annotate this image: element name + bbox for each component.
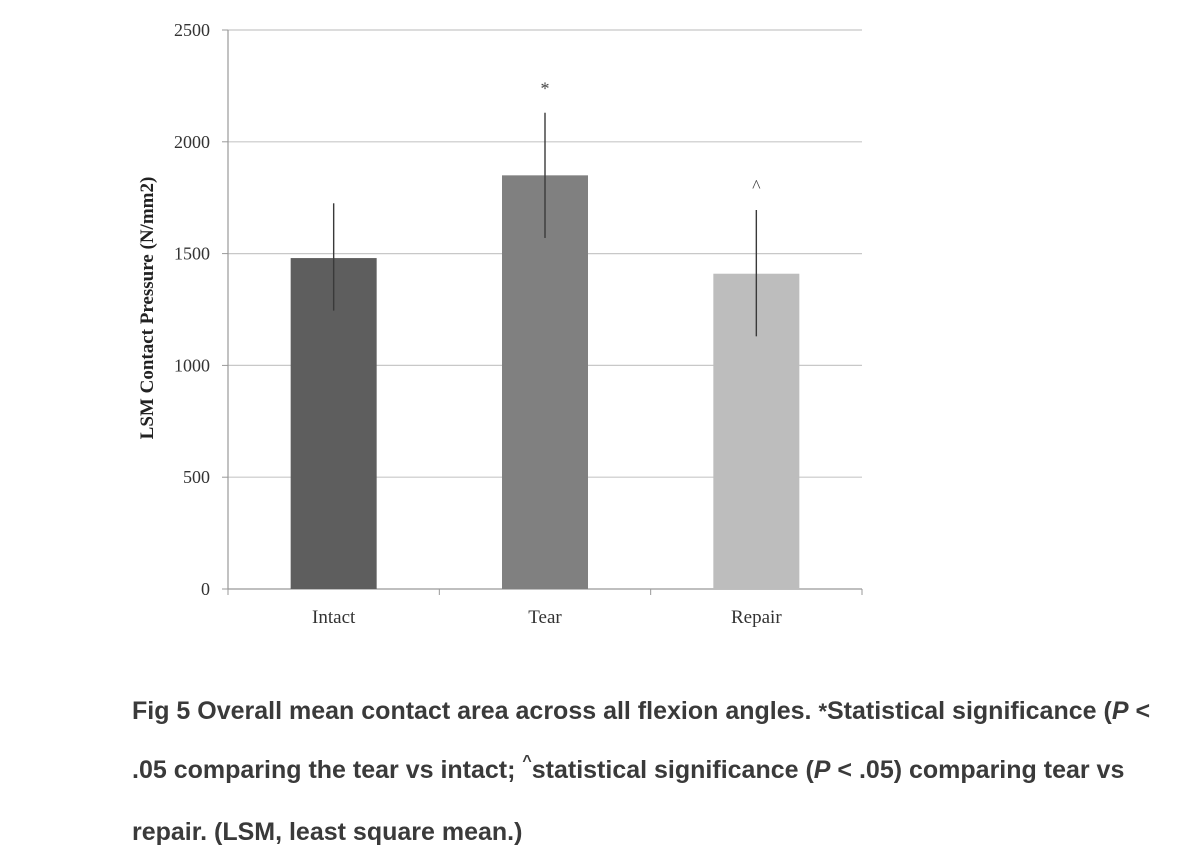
significance-markers: *^: [541, 79, 762, 196]
y-tick-label-2500: 2500: [174, 20, 210, 40]
y-tick-label-0: 0: [201, 579, 210, 599]
asterisk-symbol: *: [818, 699, 827, 724]
figure-caption: Fig 5 Overall mean contact area across a…: [132, 682, 1162, 861]
bar-tear: [502, 175, 588, 589]
bar-intact: [290, 258, 377, 589]
y-tick-labels: 0 500 1000 1500 2000 2500: [174, 20, 210, 599]
y-axis-label: LSM Contact Pressure (N/mm2): [137, 177, 158, 440]
bars: [290, 175, 800, 589]
caption-text-1: Statistical significance (: [827, 697, 1112, 725]
p-value-symbol: P: [1111, 697, 1129, 725]
p-value-symbol-2: P: [813, 756, 831, 784]
x-tick-label-repair: Repair: [731, 607, 782, 628]
x-tick-label-tear: Tear: [528, 607, 562, 628]
y-tick-label-2000: 2000: [174, 132, 210, 152]
significance-marker-tear: *: [541, 79, 550, 99]
x-tick-label-intact: Intact: [312, 607, 356, 628]
figure-number: Fig 5: [132, 697, 191, 725]
caret-symbol: ^: [522, 753, 532, 770]
y-tick-label-1500: 1500: [174, 244, 210, 264]
y-tick-label-1000: 1000: [174, 355, 210, 375]
caption-text-2: < .05 comparing the tear vs intact;: [132, 697, 1151, 784]
caption-text-4: < .05) comparing tear vs repair. (LSM, l…: [132, 756, 1125, 846]
significance-marker-repair: ^: [752, 176, 761, 196]
x-tick-labels: Intact Tear Repair: [312, 607, 782, 628]
caption-text-3: statistical significance (: [531, 756, 814, 784]
caption-title: Overall mean contact area across all fle…: [197, 697, 812, 725]
error-bars: [332, 112, 758, 337]
y-tick-label-500: 500: [183, 467, 210, 487]
